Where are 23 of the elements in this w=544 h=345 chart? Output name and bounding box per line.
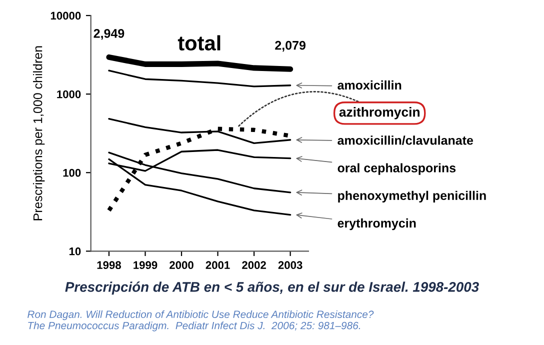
- x-tick-label: 2002: [242, 261, 266, 270]
- text: amoxicillin: [338, 80, 402, 90]
- y-tick-label: 100: [63, 168, 81, 177]
- x-tick-label: 1999: [134, 261, 158, 270]
- text: erythromycin: [338, 218, 416, 230]
- line-series: [108, 70, 292, 88]
- x-tick-label: 2001: [206, 261, 230, 270]
- text: azithromycin: [339, 107, 420, 120]
- y-tick-label: 1000: [57, 90, 81, 98]
- text: Ron Dagan. Will Reduction of Antibiotic Use Reduce Antibiotic Resistance? The Pneumococcus Paradigm. Pediatr Infect Dis J. 2006; 25: 981–986.: [28, 310, 374, 332]
- series-label: total: [178, 35, 220, 51]
- text: amoxicillin/clavulanate: [338, 136, 474, 145]
- x-tick-label: 2003: [278, 261, 302, 270]
- data-label: 2,079: [275, 40, 306, 52]
- y-tick-label: 10: [69, 247, 81, 256]
- text: phenoxymethyl penicillin: [338, 190, 486, 202]
- y-axis-title: Prescriptions per 1,000 children: [33, 46, 45, 220]
- data-label: 2,949: [94, 29, 124, 40]
- y-tick-label: 10000: [50, 12, 81, 20]
- x-tick-label: 2000: [170, 261, 194, 270]
- text: oral cephalosporins: [338, 163, 456, 175]
- x-tick-label: 1998: [97, 261, 121, 270]
- text: Prescripción de ATB en < 5 años, en el sur de Israel. 1998-2003: [65, 282, 479, 295]
